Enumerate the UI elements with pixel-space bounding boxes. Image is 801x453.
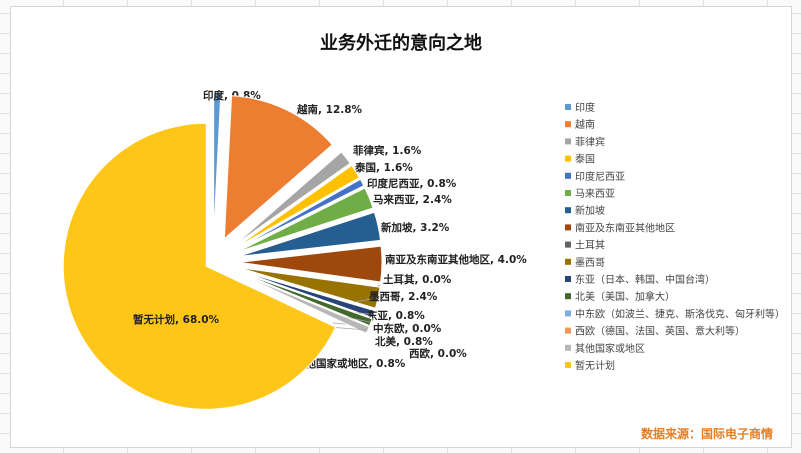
legend-swatch-8	[565, 241, 571, 248]
data-label-3: 泰国, 1.6%	[354, 161, 413, 174]
chart-title: 业务外迁的意向之地	[320, 33, 482, 54]
pie-slice-5	[236, 187, 374, 253]
data-label-15: 暂无计划, 68.0%	[133, 313, 220, 326]
data-source-note: 数据来源：国际电子商情	[640, 427, 773, 441]
pie-slice-0	[213, 92, 222, 237]
data-label-10: 东亚, 0.8%	[367, 309, 425, 322]
legend-swatch-9	[565, 258, 571, 265]
legend-label-4: 印度尼西亚	[575, 170, 625, 183]
data-label-2: 菲律宾, 1.6%	[353, 144, 422, 157]
legend-label-0: 印度	[575, 101, 595, 114]
legend-swatch-3	[565, 155, 571, 162]
legend-swatch-2	[565, 138, 571, 145]
chart-area: 业务外迁的意向之地 印度, 0.8% 越南, 12.8% 菲律宾, 1.6% 泰国, …	[10, 6, 792, 448]
legend-label-8: 土耳其	[575, 239, 605, 252]
legend-label-6: 新加坡	[575, 204, 605, 217]
legend-label-12: 中东欧（如波兰、捷克、斯洛伐克、匈牙利等）	[575, 307, 785, 320]
data-label-7: 南亚及东南亚其他地区, 4.0%	[385, 253, 527, 266]
pie-slice-6	[238, 211, 382, 257]
data-label-12: 北美, 0.8%	[375, 335, 433, 348]
legend-label-13: 西欧（德国、法国、英国、意大利等）	[575, 325, 745, 338]
data-label-13: 西欧, 0.0%	[409, 347, 467, 360]
legend-swatch-14	[565, 344, 571, 351]
legend-label-3: 泰国	[575, 153, 595, 166]
pie-slice-3	[234, 164, 361, 249]
legend-label-7: 南亚及东南亚其他地区	[575, 221, 675, 234]
pie-slice-1	[223, 95, 333, 240]
pie-slice-4	[235, 178, 365, 251]
pie-slice-9	[238, 267, 381, 309]
legend-label-5: 马来西亚	[575, 188, 615, 200]
legend-label-2: 菲律宾	[575, 135, 605, 148]
legend-swatch-7	[565, 224, 571, 231]
legend-swatch-1	[565, 121, 571, 128]
legend-swatch-5	[565, 190, 571, 196]
legend-swatch-0	[565, 104, 571, 110]
legend-label-1: 越南	[575, 118, 595, 131]
pie-slice-15	[62, 122, 337, 410]
data-label-5: 马来西亚, 2.4%	[373, 193, 452, 206]
data-label-4: 印度尼西亚, 0.8%	[367, 177, 457, 190]
data-label-1: 越南, 12.8%	[296, 103, 363, 116]
pie-slice-2	[233, 151, 351, 247]
legend-swatch-11	[565, 293, 571, 300]
legend-label-14: 其他国家或地区	[575, 342, 645, 355]
pie-slice-11	[237, 270, 373, 327]
data-label-11: 中东欧, 0.0%	[373, 322, 442, 335]
data-label-6: 新加坡, 3.2%	[381, 221, 450, 234]
legend-label-15: 暂无计划	[575, 359, 615, 372]
legend-label-11: 北美（美国、加拿大）	[575, 290, 675, 303]
data-label-8: 土耳其, 0.0%	[383, 273, 452, 286]
legend-label-9: 墨西哥	[575, 257, 605, 269]
legend-swatch-15	[565, 362, 571, 368]
legend-swatch-13	[565, 327, 571, 334]
pie-chart: 印度, 0.8%越南, 12.8%菲律宾, 1.6%泰国, 1.6%印度尼西亚,…	[62, 89, 785, 410]
pie-slice-14	[236, 272, 370, 335]
data-label-9: 墨西哥, 2.4%	[369, 291, 438, 303]
leader-line-9	[353, 297, 379, 303]
legend-swatch-12	[565, 310, 571, 317]
legend-swatch-10	[565, 276, 571, 282]
legend-swatch-4	[565, 172, 571, 179]
pie-slice-7	[238, 245, 383, 283]
data-label-14: 其他国家或地区, 0.8%	[295, 357, 406, 370]
legend-swatch-6	[565, 207, 571, 214]
legend-label-10: 东亚（日本、韩国、中国台湾）	[575, 273, 715, 286]
